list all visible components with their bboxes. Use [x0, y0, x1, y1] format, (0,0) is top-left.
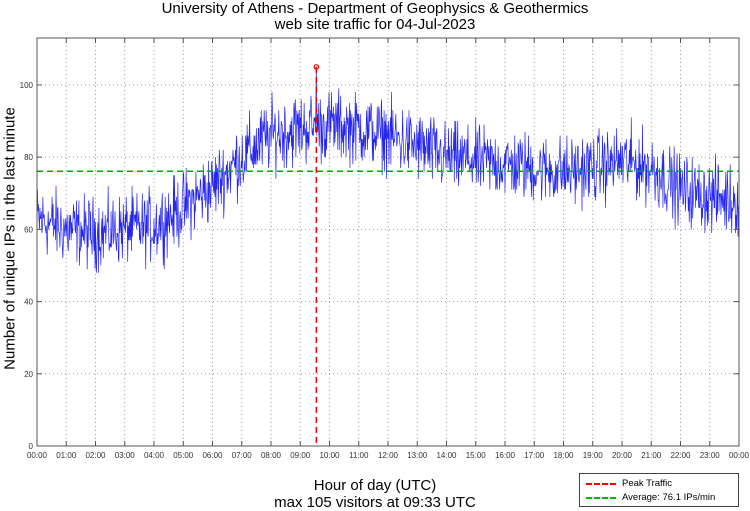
y-tick-label: 80: [24, 153, 33, 162]
x-tick-label: 14:00: [436, 451, 457, 460]
x-axis-label: Hour of day (UTC): [313, 477, 437, 494]
y-tick-label: 40: [24, 298, 33, 307]
x-tick-label: 12:00: [378, 451, 399, 460]
x-tick-label: 17:00: [524, 451, 545, 460]
x-tick-label: 15:00: [466, 451, 487, 460]
y-tick-label: 100: [20, 81, 34, 90]
x-tick-label: 02:00: [85, 451, 106, 460]
legend-item-peak: Peak Traffic: [586, 477, 672, 490]
x-tick-label: 00:00: [729, 451, 750, 460]
x-tick-label: 23:00: [700, 451, 721, 460]
legend-swatch-peak: [586, 482, 616, 485]
x-tick-label: 00:00: [27, 451, 48, 460]
legend: Peak Traffic Average: 76.1 IPs/min: [579, 473, 739, 507]
y-axis-label: Number of unique IPs in the last minute: [1, 107, 19, 370]
legend-label-average: Average: 76.1 IPs/min: [622, 492, 716, 503]
x-axis-ticks: 00:00 01:00 02:00 03:00 04:00 05:00 06:00 07:00…: [27, 38, 750, 460]
y-axis-ticks: 0 20 40 60 80 100: [20, 81, 739, 451]
grid-lines: [37, 38, 739, 446]
x-tick-label: 22:00: [670, 451, 691, 460]
x-tick-label: 16:00: [495, 451, 516, 460]
y-tick-label: 60: [24, 225, 33, 234]
x-tick-label: 18:00: [553, 451, 574, 460]
x-tick-label: 09:00: [290, 451, 311, 460]
x-tick-label: 13:00: [407, 451, 428, 460]
x-tick-label: 04:00: [144, 451, 165, 460]
y-tick-label: 20: [24, 370, 33, 379]
chart-subtitle: web site traffic for 04-Jul-2023: [274, 16, 476, 33]
reference-lines: [37, 64, 739, 446]
max-visitors-caption: max 105 visitors at 09:33 UTC: [274, 494, 476, 511]
traffic-trace: [36, 66, 740, 273]
chart-title: University of Athens - Department of Geo…: [161, 0, 589, 17]
x-tick-label: 01:00: [56, 451, 77, 460]
series-line-unique-ips: [36, 66, 740, 273]
x-tick-label: 11:00: [349, 451, 369, 460]
legend-label-peak: Peak Traffic: [622, 478, 672, 489]
x-tick-label: 19:00: [583, 451, 604, 460]
x-tick-label: 03:00: [115, 451, 136, 460]
peak-marker: [313, 64, 320, 70]
legend-item-average: Average: 76.1 IPs/min: [586, 491, 715, 504]
x-tick-label: 21:00: [641, 451, 662, 460]
x-tick-label: 05:00: [173, 451, 194, 460]
x-tick-label: 07:00: [232, 451, 253, 460]
x-tick-label: 06:00: [202, 451, 223, 460]
y-tick-label: 0: [29, 442, 34, 451]
x-tick-label: 20:00: [612, 451, 633, 460]
x-tick-label: 08:00: [261, 451, 282, 460]
x-tick-label: 10:00: [319, 451, 340, 460]
legend-swatch-average: [586, 496, 616, 499]
